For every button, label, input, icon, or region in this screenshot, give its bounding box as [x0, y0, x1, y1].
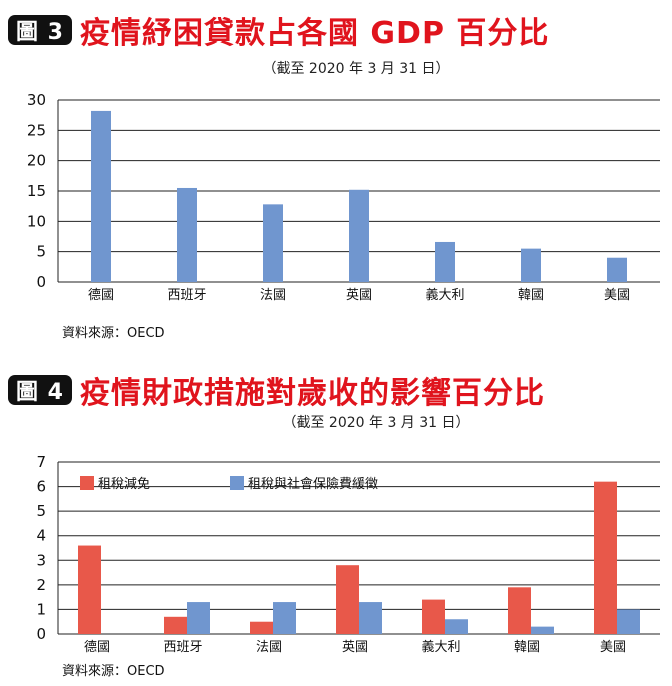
y-tick-label: 25 — [27, 121, 46, 139]
bar — [250, 621, 273, 634]
y-tick-label: 20 — [27, 152, 46, 170]
x-tick-label: 義大利 — [421, 639, 460, 655]
y-tick-label: 0 — [36, 625, 46, 643]
title-row: 圖 3 疫情紓困貸款占各國 GDP 百分比 — [8, 8, 549, 52]
bar — [273, 602, 296, 634]
x-tick-label: 美國 — [600, 640, 626, 655]
bar — [594, 481, 617, 634]
chart-title: 疫情財政措施對歲收的影響百分比 — [79, 376, 545, 411]
bar — [177, 187, 197, 282]
bar-chart-fiscal: 0 1 2 3 4 5 6 7 德國 西班牙 法國 英國 義大利 韓國 美國 租稅減免 租稅與社會保險費緩徵 — [36, 453, 660, 655]
x-tick-label: 西班牙 — [163, 640, 202, 655]
x-tick-label: 義大利 — [425, 287, 464, 303]
title-row: 圖 4 疫情財政措施對歲收的影響百分比 — [8, 368, 545, 412]
y-tick-label: 5 — [36, 502, 46, 520]
x-tick-label: 英國 — [346, 288, 372, 303]
y-tick-label: 7 — [36, 453, 46, 471]
legend-label: 租稅與社會保險費緩徵 — [248, 476, 378, 492]
chart-subtitle: （截至 2020 年 3 月 31 日） — [262, 61, 450, 77]
bar-chart-loans: 0 5 10 15 20 25 30 德國 西班牙 法國 英國 義大利 韓國 美國 — [27, 91, 660, 303]
x-tick-label: 法國 — [260, 288, 286, 303]
x-tick-label: 德國 — [88, 288, 114, 303]
bar — [91, 110, 111, 282]
chart-panel-3: 圖 3 疫情紓困貸款占各國 GDP 百分比 （截至 2020 年 3 月 31 … — [8, 8, 660, 341]
bar — [445, 619, 468, 634]
bar — [508, 587, 531, 634]
chart-subtitle: （截至 2020 年 3 月 31 日） — [282, 415, 470, 431]
y-tick-label: 4 — [36, 527, 46, 545]
y-tick-label: 3 — [36, 551, 46, 569]
bar — [531, 626, 554, 634]
bar — [617, 609, 640, 634]
x-tick-label: 法國 — [256, 640, 282, 655]
x-tick-label: 德國 — [84, 640, 110, 655]
bar — [263, 204, 283, 282]
legend-label: 租稅減免 — [98, 476, 150, 492]
x-tick-label: 西班牙 — [167, 288, 206, 303]
bar — [78, 545, 101, 634]
x-tick-label: 美國 — [604, 288, 630, 303]
bar — [164, 616, 187, 634]
y-tick-label: 30 — [27, 91, 46, 109]
legend-swatch — [80, 476, 94, 490]
figure-badge: 圖 4 — [8, 375, 72, 405]
bar — [422, 599, 445, 634]
chart-title: 疫情紓困貸款占各國 GDP 百分比 — [79, 16, 550, 51]
y-tick-label: 10 — [27, 212, 46, 230]
y-tick-label: 6 — [36, 478, 46, 496]
y-tick-label: 0 — [36, 273, 46, 291]
y-tick-label: 5 — [36, 243, 46, 261]
source-note: 資料來源：OECD — [62, 664, 165, 679]
bar — [435, 241, 455, 282]
bar — [349, 189, 369, 282]
y-tick-label: 15 — [27, 182, 46, 200]
bar — [336, 565, 359, 634]
chart-panel-4: 圖 4 疫情財政措施對歲收的影響百分比 （截至 2020 年 3 月 31 日）… — [0, 360, 672, 686]
legend-swatch — [230, 476, 244, 490]
y-tick-label: 2 — [36, 576, 46, 594]
figure-badge: 圖 3 — [8, 15, 72, 45]
source-note: 資料來源：OECD — [62, 326, 165, 341]
bar — [187, 602, 210, 634]
y-tick-label: 1 — [36, 600, 46, 618]
bar — [359, 602, 382, 634]
x-tick-label: 韓國 — [514, 640, 540, 655]
x-tick-label: 韓國 — [518, 288, 544, 303]
x-tick-label: 英國 — [342, 640, 368, 655]
bar — [521, 248, 541, 282]
bar — [607, 257, 627, 282]
